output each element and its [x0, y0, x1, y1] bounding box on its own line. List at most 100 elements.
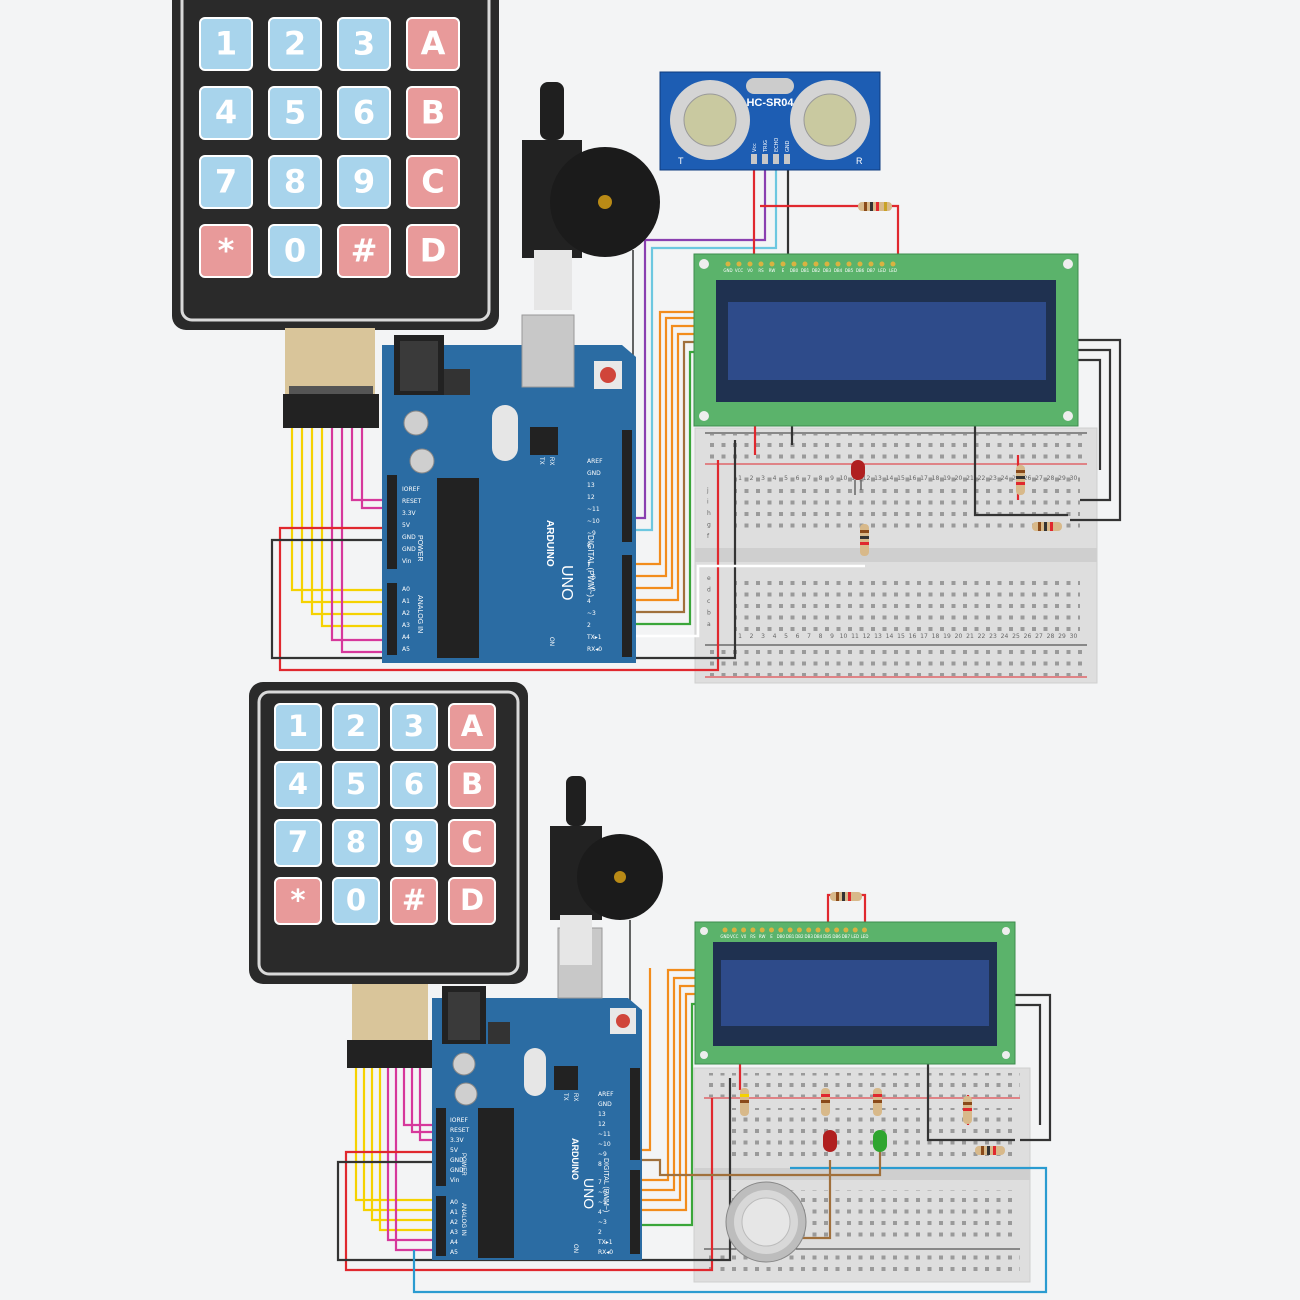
lcd-pin[interactable]: DB3 — [805, 927, 814, 940]
lcd-pin-label: DB0 — [777, 934, 786, 939]
keypad-key-3-1[interactable]: 0 — [332, 877, 380, 925]
keypad-key-1-0[interactable]: 4 — [274, 761, 322, 809]
keypad-key-0-2[interactable]: 3 — [337, 17, 391, 71]
keypad-key-3-2[interactable]: # — [390, 877, 438, 925]
keypad-key-1-3[interactable]: B — [406, 86, 460, 140]
sensor-pin[interactable]: ECHO — [773, 138, 780, 164]
lcd-pin[interactable]: DB3 — [823, 261, 832, 274]
lcd-pin[interactable]: DB6 — [856, 261, 865, 274]
gas-sensor[interactable] — [725, 1181, 807, 1263]
resistor[interactable] — [860, 524, 869, 556]
lcd-pin[interactable]: GND — [720, 927, 730, 940]
keypad-key-1-2[interactable]: 6 — [390, 761, 438, 809]
keypad-key-0-0[interactable]: 1 — [274, 703, 322, 751]
keypad-key-2-1[interactable]: 8 — [268, 155, 322, 209]
lcd-pin[interactable]: V0 — [747, 261, 753, 274]
resistor[interactable] — [858, 202, 892, 211]
keypad-key-3-3[interactable]: D — [406, 224, 460, 278]
keypad-key-3-1[interactable]: 0 — [268, 224, 322, 278]
keypad-key-2-2[interactable]: 9 — [337, 155, 391, 209]
keypad-key-3-2[interactable]: # — [337, 224, 391, 278]
keypad-key-1-2[interactable]: 6 — [337, 86, 391, 140]
resistor[interactable] — [963, 1096, 972, 1124]
keypad[interactable]: 1 2 3 A 4 5 6 B 7 8 9 C * 0 # D — [172, 0, 499, 330]
keypad-key-0-0[interactable]: 1 — [199, 17, 253, 71]
keypad-key-2-3[interactable]: C — [406, 155, 460, 209]
keypad-key-2-3[interactable]: C — [448, 819, 496, 867]
lcd-pin[interactable]: DB7 — [842, 927, 851, 940]
keypad-key-0-3[interactable]: A — [406, 17, 460, 71]
keypad-key-3-0[interactable]: * — [199, 224, 253, 278]
keypad-key-label: 9 — [353, 162, 375, 200]
lcd-pin[interactable]: DB1 — [786, 927, 795, 940]
lcd-pin[interactable]: RS — [750, 927, 756, 940]
keypad-key-0-1[interactable]: 2 — [332, 703, 380, 751]
lcd-pin[interactable]: LED — [851, 927, 859, 940]
lcd-display[interactable]: GND VCC V0 RS RW E DB0 DB1 DB2 DB3 DB4 DB5 DB6 DB7 LED… — [693, 253, 1079, 427]
piezo-buzzer[interactable] — [550, 147, 660, 257]
ultrasonic-sensor[interactable]: HC-SR04 T R Vcc TRIG ECHO GND — [659, 71, 881, 171]
pin-label: GND — [450, 1167, 464, 1174]
lcd-pin-label: GND — [720, 934, 729, 939]
arduino-uno[interactable]: ARDUINO UNO DIGITAL (PWM~) POWER ANALOG … — [382, 314, 636, 663]
lcd-pin[interactable]: DB5 — [845, 261, 854, 274]
lcd-pin[interactable]: DB0 — [790, 261, 799, 274]
keypad-key-0-2[interactable]: 3 — [390, 703, 438, 751]
keypad-key-2-0[interactable]: 7 — [274, 819, 322, 867]
resistor[interactable] — [821, 1088, 830, 1116]
led-red[interactable] — [851, 460, 865, 495]
breadboard[interactable] — [693, 1067, 1031, 1283]
piezo-buzzer[interactable] — [577, 834, 663, 920]
lcd-pin[interactable]: LED — [878, 261, 886, 274]
keypad-key-1-1[interactable]: 5 — [332, 761, 380, 809]
lcd-pin[interactable]: VCC — [730, 927, 739, 940]
lcd-pin[interactable]: LED — [861, 927, 869, 940]
keypad[interactable]: 1 2 3 A 4 5 6 B 7 8 9 C * 0 # D — [249, 682, 528, 984]
lcd-pin[interactable]: DB0 — [777, 927, 786, 940]
keypad-key-1-1[interactable]: 5 — [268, 86, 322, 140]
resistor[interactable] — [830, 892, 862, 901]
keypad-key-2-0[interactable]: 7 — [199, 155, 253, 209]
lcd-pin[interactable]: RS — [758, 261, 764, 274]
keypad-key-2-2[interactable]: 9 — [390, 819, 438, 867]
lcd-display[interactable]: GND VCC V0 RS RW E DB0 DB1 DB2 DB3 DB4 DB5 DB6 DB7 LED… — [694, 921, 1016, 1065]
lcd-pin[interactable]: E — [769, 927, 774, 940]
keypad-key-1-0[interactable]: 4 — [199, 86, 253, 140]
lcd-pin[interactable]: DB1 — [801, 261, 810, 274]
resistor[interactable] — [873, 1088, 882, 1116]
led-red[interactable] — [823, 1130, 837, 1152]
keypad-key-2-1[interactable]: 8 — [332, 819, 380, 867]
lcd-pin[interactable]: GND — [723, 261, 733, 274]
lcd-pin[interactable]: V0 — [741, 927, 747, 940]
led-green[interactable] — [873, 1130, 887, 1152]
keypad-key-3-0[interactable]: * — [274, 877, 322, 925]
sensor-pin[interactable]: TRIG — [762, 140, 769, 164]
sensor-pin[interactable]: Vcc — [751, 143, 758, 164]
lcd-pin[interactable]: DB4 — [814, 927, 823, 940]
lcd-pin[interactable]: VCC — [735, 261, 744, 274]
keypad-key-0-3[interactable]: A — [448, 703, 496, 751]
lcd-pin[interactable]: E — [780, 261, 786, 274]
lcd-pin[interactable]: DB2 — [812, 261, 821, 274]
lcd-pin[interactable]: DB6 — [832, 927, 841, 940]
lcd-pin[interactable]: DB4 — [834, 261, 843, 274]
keypad-key-1-3[interactable]: B — [448, 761, 496, 809]
arduino-uno[interactable]: ARDUINO UNO DIGITAL (PWM~) POWER ANALOG … — [432, 927, 642, 1260]
lcd-pin[interactable]: DB2 — [795, 927, 804, 940]
sensor-pin[interactable]: GND — [784, 140, 791, 164]
breadboard[interactable]: 1122334455667788991010111112121313141415… — [694, 427, 1098, 684]
lcd-pin-label: DB5 — [823, 934, 832, 939]
keypad-key-3-3[interactable]: D — [448, 877, 496, 925]
lcd-pin[interactable]: RW — [769, 261, 776, 274]
resistor[interactable] — [740, 1088, 749, 1116]
keypad-key-0-1[interactable]: 2 — [268, 17, 322, 71]
lcd-pin[interactable]: LED — [889, 261, 897, 274]
pin-label: AREF — [598, 1091, 614, 1098]
lcd-pin[interactable]: DB5 — [823, 927, 832, 940]
resistor[interactable] — [1032, 522, 1062, 531]
resistor[interactable] — [1016, 465, 1025, 495]
resistor[interactable] — [975, 1146, 1005, 1155]
lcd-pin[interactable]: RW — [759, 927, 766, 940]
lcd-pin[interactable]: DB7 — [867, 261, 876, 274]
breadboard-column-number: 14 — [886, 633, 894, 640]
